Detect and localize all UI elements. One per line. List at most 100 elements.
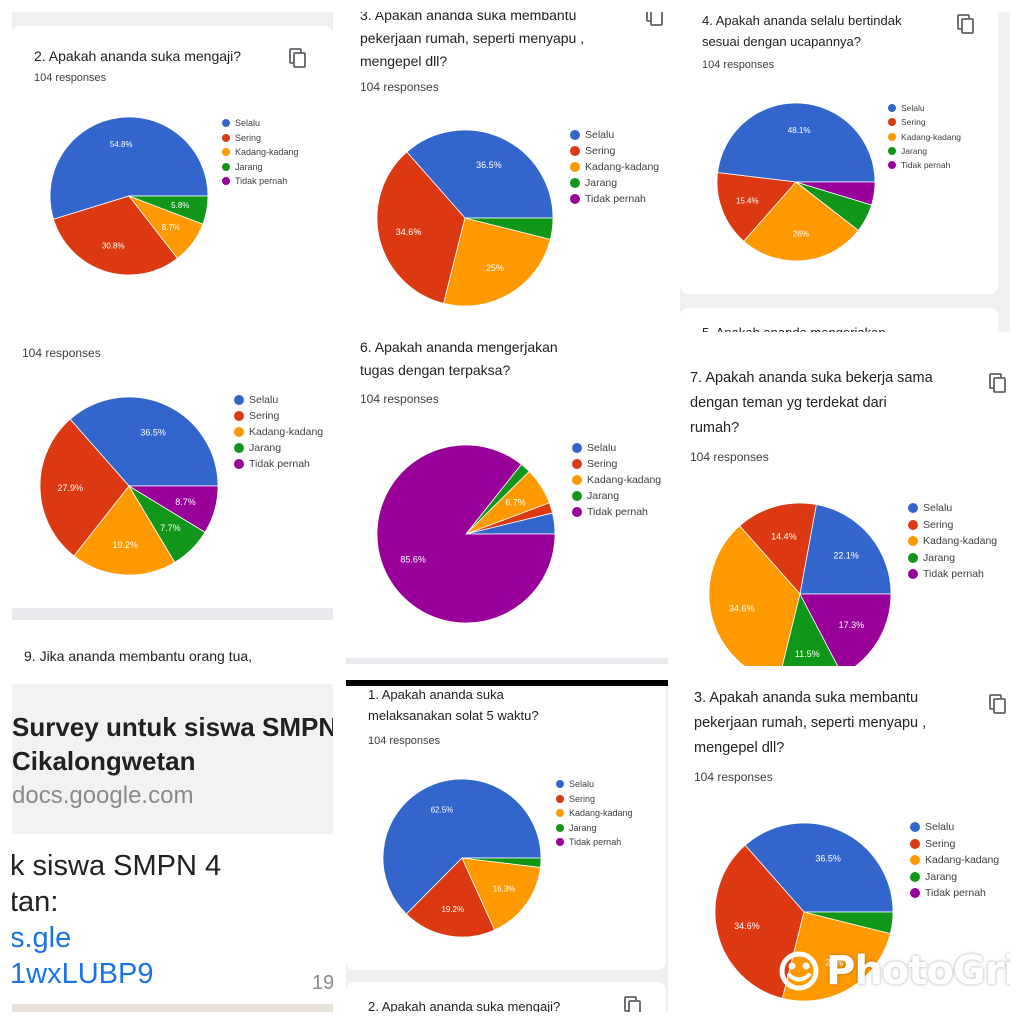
message-link-1[interactable]: s.gle [12,922,72,954]
legend-item: Kadang-kadang [910,852,999,869]
legend-label: Sering [587,458,618,470]
legend-label: Jarang [235,161,263,172]
legend-label: Tidak pernah [585,193,646,205]
pie-slice-label: 36.5% [140,428,166,438]
message-link-2[interactable]: 1wxLUBP9 [12,958,154,990]
legend-swatch [910,871,920,882]
question-line: 7. Apakah ananda suka bekerja sama [690,370,933,386]
legend-item: Sering [910,836,999,853]
pie-slice-label: 5.8% [171,201,189,210]
legend-label: Kadang-kadang [585,161,660,173]
question-line: rumah? [690,420,740,436]
pie-slice-jarang [464,217,554,240]
legend-label: Sering [235,132,262,143]
copy-icon[interactable] [989,694,1007,714]
question-title: 3. Apakah ananda suka membantu pekerjaan… [694,686,926,761]
legend-label: Kadang-kadang [235,147,299,157]
tile-q4-bertindak: 4. Apakah ananda selalu bertindak sesuai… [680,12,1010,332]
legend-label: Sering [925,837,956,850]
legend-item: Tidak pernah [910,885,999,902]
pie-slice-selalu [717,102,876,183]
legend-item: Selalu [234,392,323,408]
pie-slice-sering [716,172,797,242]
legend-item: Kadang-kadang [572,472,661,488]
legend-label: Selalu [923,502,953,514]
legend-label: Tidak pernah [925,887,986,899]
legend-label: Kadang-kadang [249,426,324,438]
question-line: melaksanakan solat 5 waktu? [368,708,539,723]
question-line: pekerjaan rumah, seperti menyapu , [360,30,585,46]
pie-slice-sering [52,195,179,276]
copy-icon[interactable] [957,14,975,34]
legend-item: Tidak pernah [572,504,661,520]
pie-slice-tidak-pernah [127,485,219,533]
question-line: sesuai dengan ucapannya? [702,34,862,49]
pie-slice-kadang-kadang [73,485,176,576]
copy-icon[interactable] [646,12,664,26]
question-line: dengan teman yg terdekat dari [690,395,887,411]
legend-label: Selalu [901,103,925,113]
legend-item: Jarang [222,160,299,175]
question-title: 2. Apakah ananda suka mengaji? [34,48,242,64]
pie-slice-selalu [406,129,554,219]
pie-slice-label: 17.3% [839,620,865,630]
legend-item: Sering [556,792,633,807]
question-line: 6. Apakah ananda mengerjakan [360,339,558,355]
copy-icon[interactable] [989,373,1007,393]
legend-swatch [222,119,230,128]
question-line: 4. Apakah ananda selalu bertindak [702,13,902,28]
legend-label: Tidak pernah [923,568,984,580]
pie-chart: 22.1% 14.4% 34.6% 11.5% 17.3% [708,502,892,666]
pie-slice-kadang-kadang [443,217,551,307]
link-preview[interactable]: Survey untuk siswa SMPN 4 Cikalongwetan … [12,684,333,834]
tile-chat-link: 9. Jika ananda membantu orang tua, Surve… [12,634,333,1012]
response-count: 104 responses [34,72,107,84]
pie-slice-label: 11.5% [795,649,820,659]
card-bottom-edge [12,608,333,620]
legend-label: Tidak pernah [587,506,648,518]
pie-slice-kadang-kadang [708,525,801,666]
legend-swatch [910,838,920,849]
link-preview-domain: docs.google.com [12,782,194,809]
legend-item: Kadang-kadang [234,424,323,440]
copy-icon[interactable] [289,48,307,68]
legend-swatch [908,536,918,547]
chart-legend: Selalu Sering Kadang-kadang Jarang Tidak per… [888,101,961,172]
legend-swatch [910,888,920,899]
pie-slice-label: 22.1% [833,551,859,561]
question-line: mengepel dll? [694,740,785,756]
legend-item: Selalu [908,500,997,517]
question-title: 7. Apakah ananda suka bekerja sama denga… [690,366,933,441]
message-text-1: k siswa SMPN 4 [12,850,222,882]
copy-icon[interactable] [624,996,642,1012]
response-count: 104 responses [694,770,773,784]
pie-chart: 6.7% 85.6% [376,444,556,624]
next-question-title: 2. Apakah ananda suka mengaji? [368,999,561,1012]
pie-slice-label: 54.8% [110,140,133,149]
watermark-text: PhotoGrid [826,948,1010,994]
pie-slice-label: 19.2% [441,905,464,914]
legend-swatch [908,569,918,580]
pie-slice-sering [714,844,805,999]
legend-swatch [908,519,918,530]
legend-label: Kadang-kadang [923,535,998,547]
tile-q2-mengaji: 2. Apakah ananda suka mengaji? 104 respo… [12,12,333,280]
legend-swatch [222,148,230,157]
legend-swatch [222,133,230,142]
question-line: pekerjaan rumah, seperti menyapu , [694,715,927,731]
legend-swatch [910,822,920,833]
pie-chart: 36.5% 34.6% 25% [714,822,894,1002]
legend-label: Jarang [901,145,927,156]
pie-chart: 36.5% 27.9% 19.2% 7.7% 8.7% [39,396,219,576]
legend-swatch [888,118,896,127]
legend-item: Sering [888,115,961,129]
legend-swatch [888,104,896,113]
legend-item: Selalu [556,777,633,792]
pie-slice-sering [39,418,130,557]
legend-label: Selalu [235,118,261,128]
legend-item: Selalu [572,440,661,456]
pie-slice-sering [376,151,466,304]
pie-slice-selalu [49,116,209,220]
legend-label: Jarang [923,551,956,564]
legend-label: Kadang-kadang [925,854,1000,866]
